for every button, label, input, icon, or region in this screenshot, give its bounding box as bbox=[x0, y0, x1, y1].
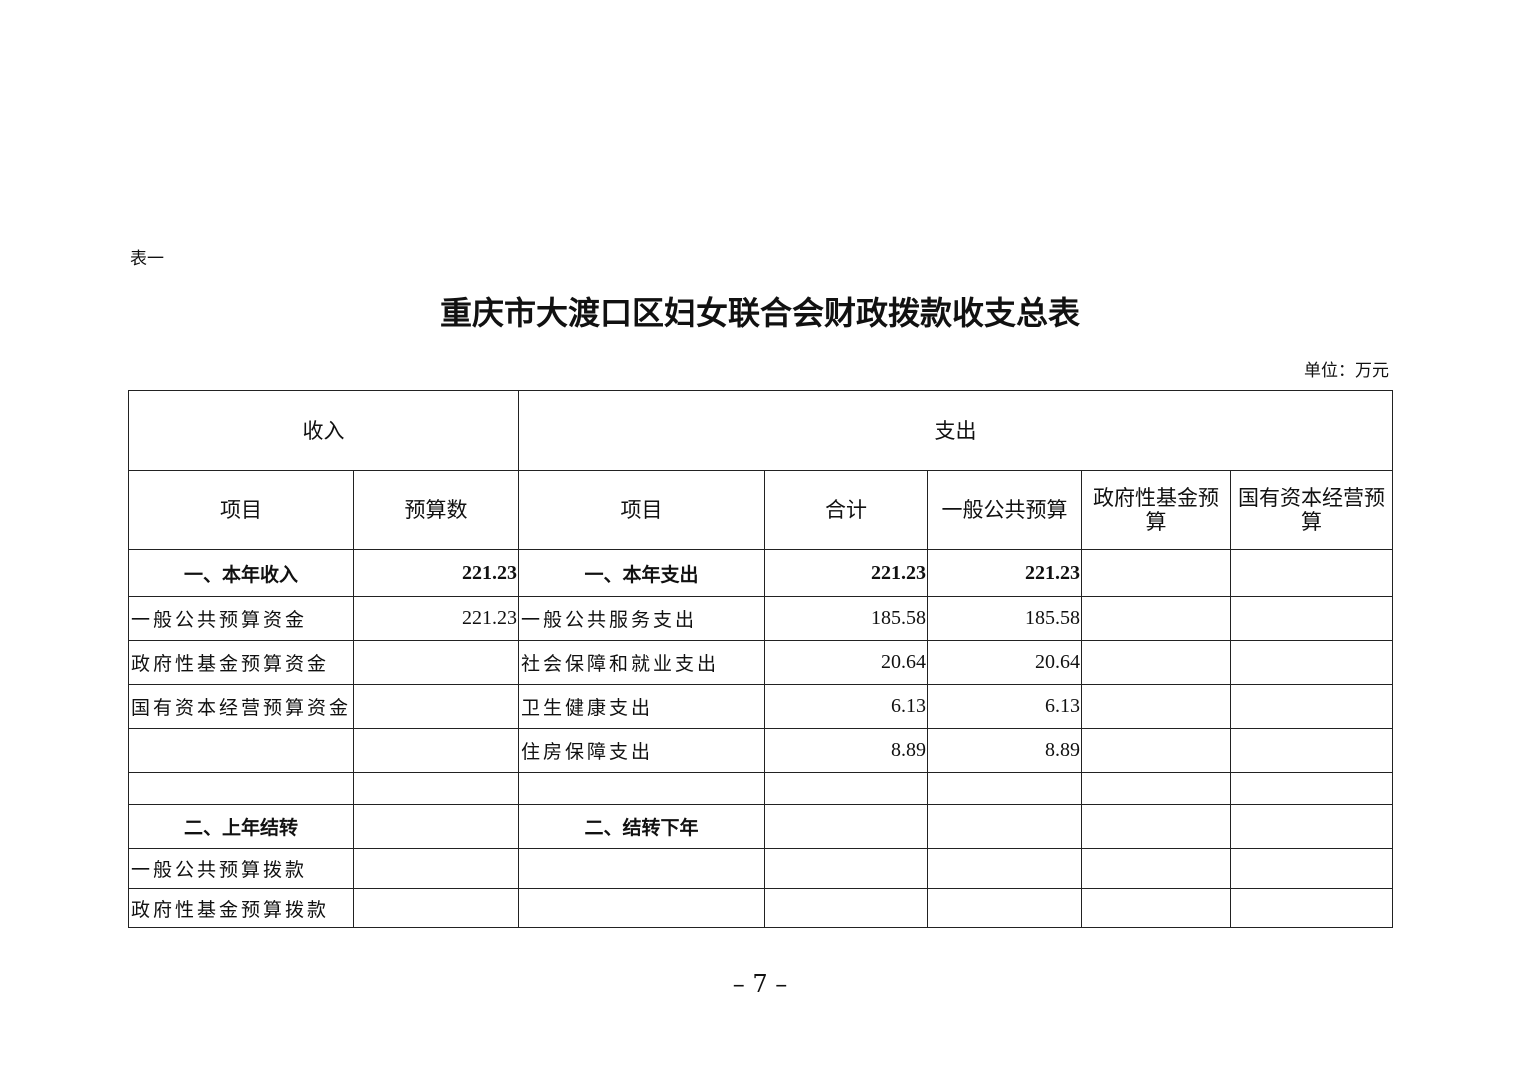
table-cell: 社会保障和就业支出 bbox=[518, 640, 766, 685]
table-cell bbox=[127, 772, 355, 805]
table-cell: 221.23 bbox=[353, 596, 520, 641]
table-cell: 一、本年支出 bbox=[518, 549, 766, 597]
table-cell bbox=[1081, 888, 1232, 928]
table-cell bbox=[353, 848, 520, 889]
table-cell: 一般公共服务支出 bbox=[518, 596, 766, 641]
table-cell bbox=[353, 728, 520, 773]
table-cell bbox=[518, 848, 766, 889]
table-cell: 政府性基金预算资金 bbox=[127, 640, 355, 685]
table-cell: 卫生健康支出 bbox=[518, 684, 766, 729]
table-cell bbox=[1230, 596, 1394, 641]
expense-header: 支出 bbox=[518, 390, 1394, 471]
col-header: 合计 bbox=[764, 470, 929, 550]
table-cell: 185.58 bbox=[764, 596, 929, 641]
table-cell bbox=[764, 772, 929, 805]
table-cell bbox=[1230, 804, 1394, 849]
table-cell bbox=[764, 848, 929, 889]
table-cell bbox=[1081, 804, 1232, 849]
col-header: 国有资本经营预算 bbox=[1230, 470, 1394, 550]
table-cell bbox=[1081, 596, 1232, 641]
table-cell bbox=[1230, 888, 1394, 928]
table-cell bbox=[353, 684, 520, 729]
table-row: 一、本年收入 221.23 一、本年支出 221.23 221.23 bbox=[127, 549, 1394, 597]
page-number: – 7 – bbox=[732, 970, 788, 998]
col-header: 政府性基金预算 bbox=[1081, 470, 1232, 550]
table-cell bbox=[353, 888, 520, 928]
table-cell bbox=[353, 640, 520, 685]
table-cell bbox=[127, 728, 355, 773]
page-title: 重庆市大渡口区妇女联合会财政拨款收支总表 bbox=[439, 294, 1080, 332]
col-header: 项目 bbox=[518, 470, 766, 550]
table-cell: 政府性基金预算拨款 bbox=[127, 888, 355, 928]
table-cell: 6.13 bbox=[764, 684, 929, 729]
unit-label: 单位：万元 bbox=[1304, 361, 1389, 381]
table-row: 政府性基金预算资金 社会保障和就业支出 20.64 20.64 bbox=[127, 640, 1394, 685]
table-cell bbox=[1081, 728, 1232, 773]
header-row-columns: 项目 预算数 项目 合计 一般公共预算 政府性基金预算 国有资本经营预算 bbox=[127, 470, 1394, 550]
table-cell: 一般公共预算拨款 bbox=[127, 848, 355, 889]
table-cell bbox=[1230, 772, 1394, 805]
table-cell: 221.23 bbox=[353, 549, 520, 597]
table-cell: 20.64 bbox=[927, 640, 1083, 685]
table-cell: 国有资本经营预算资金 bbox=[127, 684, 355, 729]
table-row: 住房保障支出 8.89 8.89 bbox=[127, 728, 1394, 773]
budget-table: 收入 支出 项目 预算数 项目 合计 一般公共预算 政府性基金预算 国有资本经营… bbox=[127, 390, 1394, 928]
table-cell: 一般公共预算资金 bbox=[127, 596, 355, 641]
table-cell bbox=[927, 888, 1083, 928]
table-cell bbox=[1081, 772, 1232, 805]
table-cell bbox=[927, 772, 1083, 805]
table-cell: 二、上年结转 bbox=[127, 804, 355, 849]
table-row bbox=[127, 772, 1394, 805]
col-header: 项目 bbox=[127, 470, 355, 550]
table-cell bbox=[1230, 640, 1394, 685]
table-cell bbox=[1230, 728, 1394, 773]
table-row: 政府性基金预算拨款 bbox=[127, 888, 1394, 928]
table-cell: 221.23 bbox=[764, 549, 929, 597]
table-cell bbox=[764, 804, 929, 849]
table-row: 一般公共预算资金 221.23 一般公共服务支出 185.58 185.58 bbox=[127, 596, 1394, 641]
table-cell: 185.58 bbox=[927, 596, 1083, 641]
table-cell: 8.89 bbox=[764, 728, 929, 773]
table-cell bbox=[1081, 848, 1232, 889]
table-cell: 8.89 bbox=[927, 728, 1083, 773]
table-row: 二、上年结转 二、结转下年 bbox=[127, 804, 1394, 849]
table-row: 一般公共预算拨款 bbox=[127, 848, 1394, 889]
table-cell: 二、结转下年 bbox=[518, 804, 766, 849]
table-cell: 20.64 bbox=[764, 640, 929, 685]
table-cell bbox=[1230, 549, 1394, 597]
table-cell bbox=[927, 848, 1083, 889]
col-header: 一般公共预算 bbox=[927, 470, 1083, 550]
table-label: 表一 bbox=[130, 249, 164, 269]
table-cell bbox=[1230, 848, 1394, 889]
table-cell: 221.23 bbox=[927, 549, 1083, 597]
table-cell bbox=[518, 772, 766, 805]
table-cell: 住房保障支出 bbox=[518, 728, 766, 773]
table-cell bbox=[1230, 684, 1394, 729]
table-row: 国有资本经营预算资金 卫生健康支出 6.13 6.13 bbox=[127, 684, 1394, 729]
table-cell bbox=[927, 804, 1083, 849]
header-row-group: 收入 支出 bbox=[127, 390, 1394, 471]
table-cell bbox=[1081, 684, 1232, 729]
table-cell: 6.13 bbox=[927, 684, 1083, 729]
income-header: 收入 bbox=[127, 390, 520, 471]
table-cell bbox=[1081, 640, 1232, 685]
table-cell bbox=[1081, 549, 1232, 597]
col-header: 预算数 bbox=[353, 470, 520, 550]
table-cell bbox=[764, 888, 929, 928]
table-cell bbox=[353, 804, 520, 849]
table-cell bbox=[518, 888, 766, 928]
table-cell bbox=[353, 772, 520, 805]
table-cell: 一、本年收入 bbox=[127, 549, 355, 597]
